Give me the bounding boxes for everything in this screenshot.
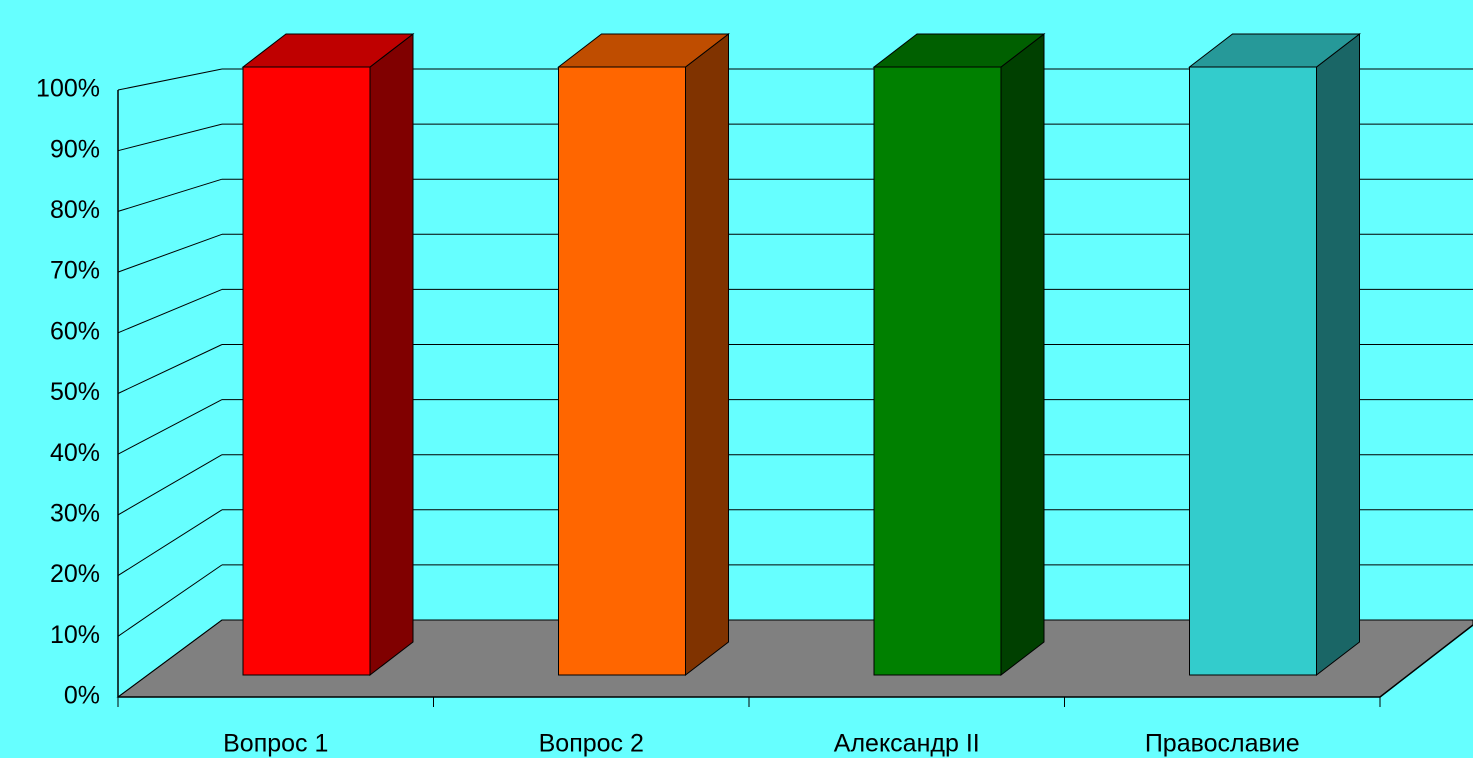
grid-line	[117, 123, 223, 152]
y-tick-label: 10%	[50, 621, 100, 649]
y-tick-label: 50%	[50, 378, 100, 406]
y-tick-label: 30%	[50, 500, 100, 528]
y-tick-label: 40%	[50, 439, 100, 467]
x-tick-label: Вопрос 1	[223, 730, 328, 758]
bar-side	[1000, 32, 1045, 677]
x-tick-label: Александр II	[834, 730, 980, 758]
y-tick-label: 80%	[50, 196, 100, 224]
y-tick-label: 60%	[50, 317, 100, 345]
x-tick-label: Православие	[1145, 730, 1300, 758]
bar	[558, 66, 686, 676]
grid-line	[117, 509, 223, 577]
grid-line	[117, 288, 223, 334]
bar-side	[369, 32, 414, 677]
grid-line	[117, 233, 223, 273]
y-tick-label: 70%	[50, 257, 100, 285]
grid-line	[117, 619, 223, 698]
x-tick-label: Вопрос 2	[539, 730, 644, 758]
y-tick-label: 90%	[50, 135, 100, 163]
y-tick-label: 100%	[36, 75, 100, 103]
grid-line	[117, 454, 223, 516]
y-tick-label: 0%	[64, 682, 100, 710]
bar	[242, 66, 371, 676]
bar-side	[1316, 32, 1360, 677]
floor-edge	[1379, 624, 1473, 698]
grid-line	[117, 564, 223, 637]
grid-line	[117, 399, 223, 455]
bar	[873, 66, 1002, 676]
grid-line	[117, 344, 223, 394]
y-tick-label: 20%	[50, 560, 100, 588]
bar-side	[685, 32, 729, 677]
grid-line	[117, 68, 223, 91]
grid-line	[117, 178, 223, 212]
bar	[1189, 66, 1317, 676]
